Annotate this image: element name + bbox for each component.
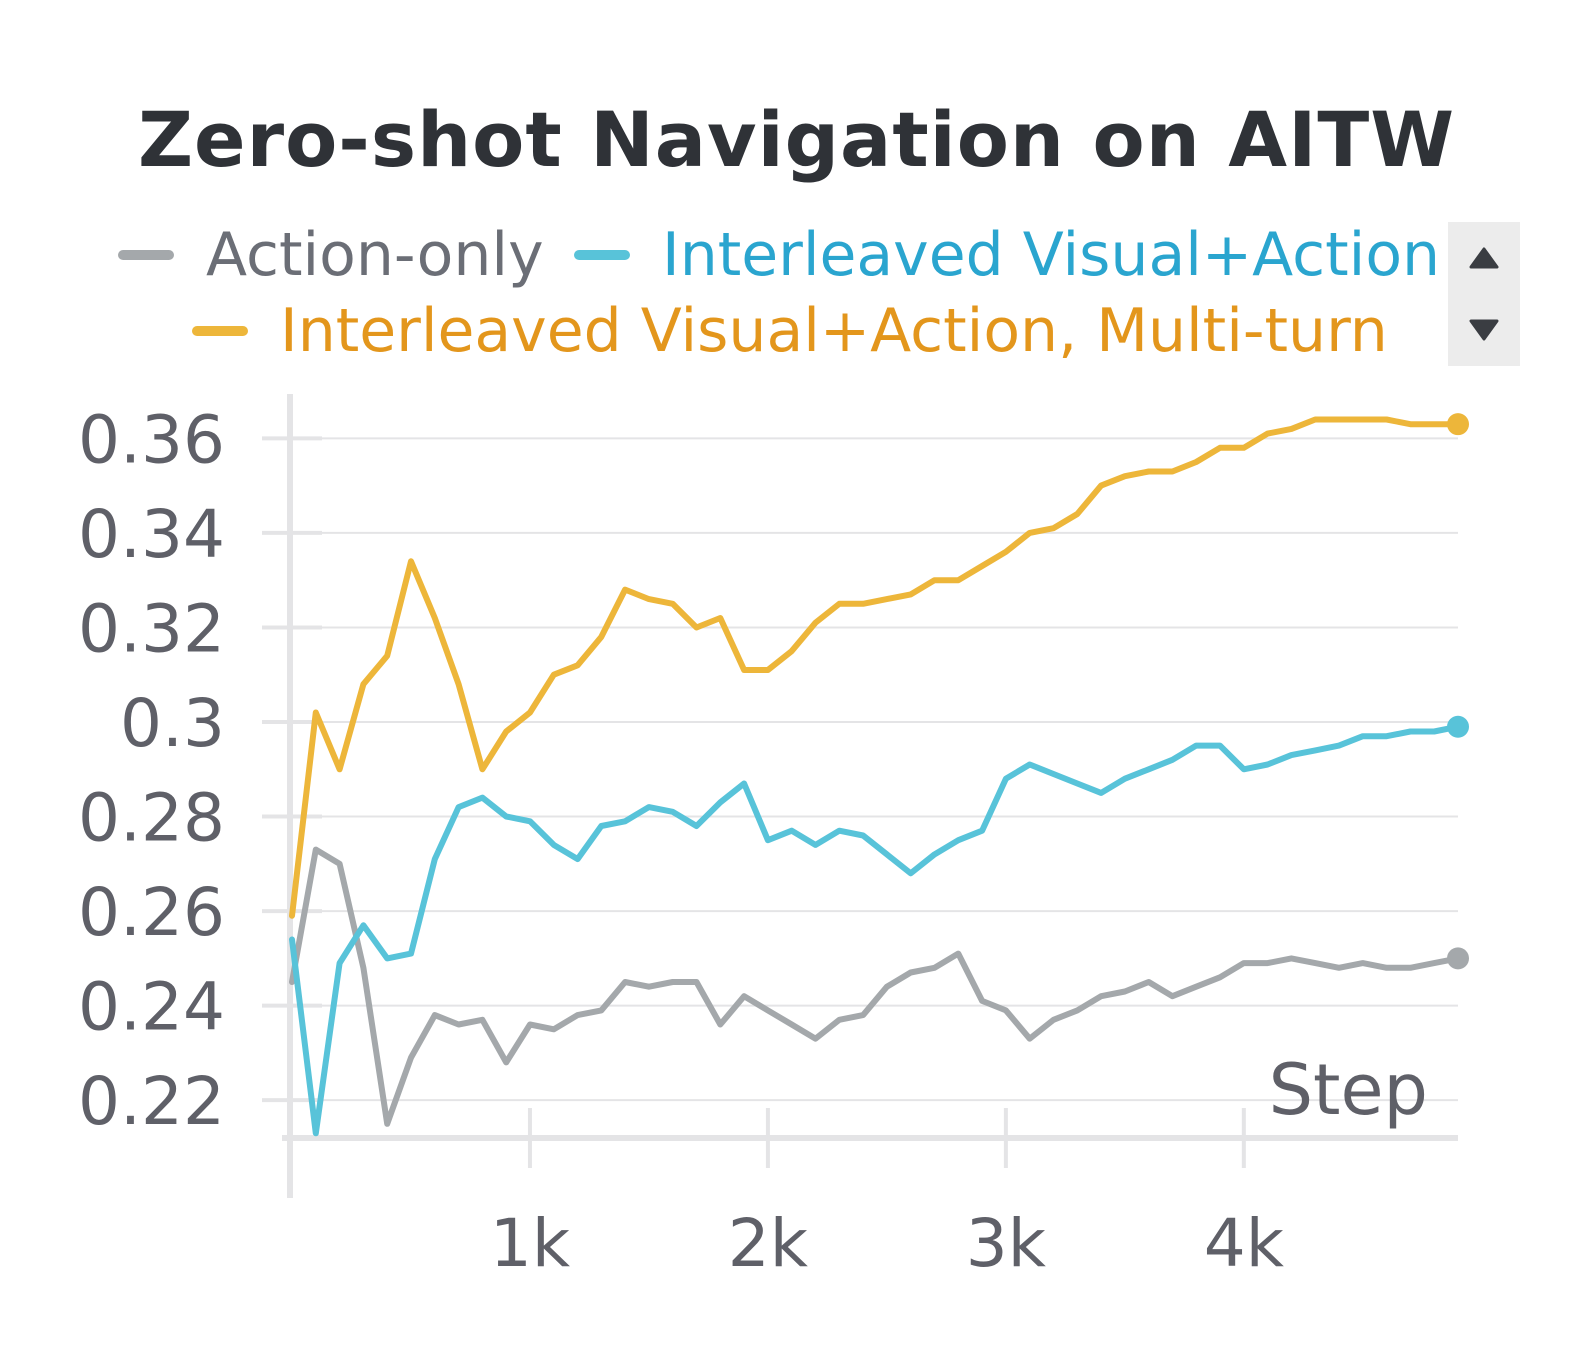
legend-item-multi-turn[interactable]: Interleaved Visual+Action, Multi-turn	[192, 296, 1388, 366]
x-tick-label: 4k	[1204, 1205, 1285, 1282]
series-line-2	[289, 723, 1461, 1137]
legend-swatch-action-only	[118, 250, 174, 260]
triangle-down-icon	[1469, 319, 1499, 341]
series-end-marker-1	[1447, 947, 1469, 970]
x-axis-title: Step	[1269, 1049, 1428, 1131]
x-tick-label: 1k	[490, 1205, 571, 1282]
chart-title: Zero-shot Navigation on AITW	[137, 95, 1456, 184]
series-end-marker-2	[1447, 715, 1469, 738]
y-tick-label: 0.36	[78, 401, 225, 478]
legend-label-multi-turn: Interleaved Visual+Action, Multi-turn	[280, 296, 1388, 366]
series-line-1	[289, 846, 1461, 1127]
y-tick-label: 0.3	[120, 685, 225, 762]
series-end-marker-3	[1447, 413, 1469, 436]
y-tick-label: 0.28	[78, 780, 225, 857]
y-tick-label: 0.24	[78, 969, 225, 1046]
legend-swatch-multi-turn	[192, 326, 248, 336]
triangle-up-icon	[1469, 247, 1499, 269]
legend-scroll-down-button[interactable]	[1448, 294, 1520, 366]
y-tick-label: 0.26	[78, 874, 225, 951]
legend-scroll-up-button[interactable]	[1448, 222, 1520, 294]
legend-label-action-only: Action-only	[206, 220, 544, 290]
x-tick-label: 2k	[728, 1205, 809, 1282]
legend-item-interleaved[interactable]: Interleaved Visual+Action	[574, 220, 1440, 290]
y-tick-label: 0.34	[78, 496, 225, 573]
legend-label-interleaved: Interleaved Visual+Action	[662, 220, 1441, 290]
x-tick-label: 3k	[966, 1205, 1047, 1282]
y-tick-label: 0.32	[78, 590, 225, 667]
y-tick-label: 0.22	[78, 1063, 225, 1140]
legend-item-action-only[interactable]: Action-only	[118, 220, 544, 290]
legend-swatch-interleaved	[574, 250, 630, 260]
series-line-3	[289, 416, 1461, 919]
legend-scroll-control	[1448, 222, 1520, 366]
